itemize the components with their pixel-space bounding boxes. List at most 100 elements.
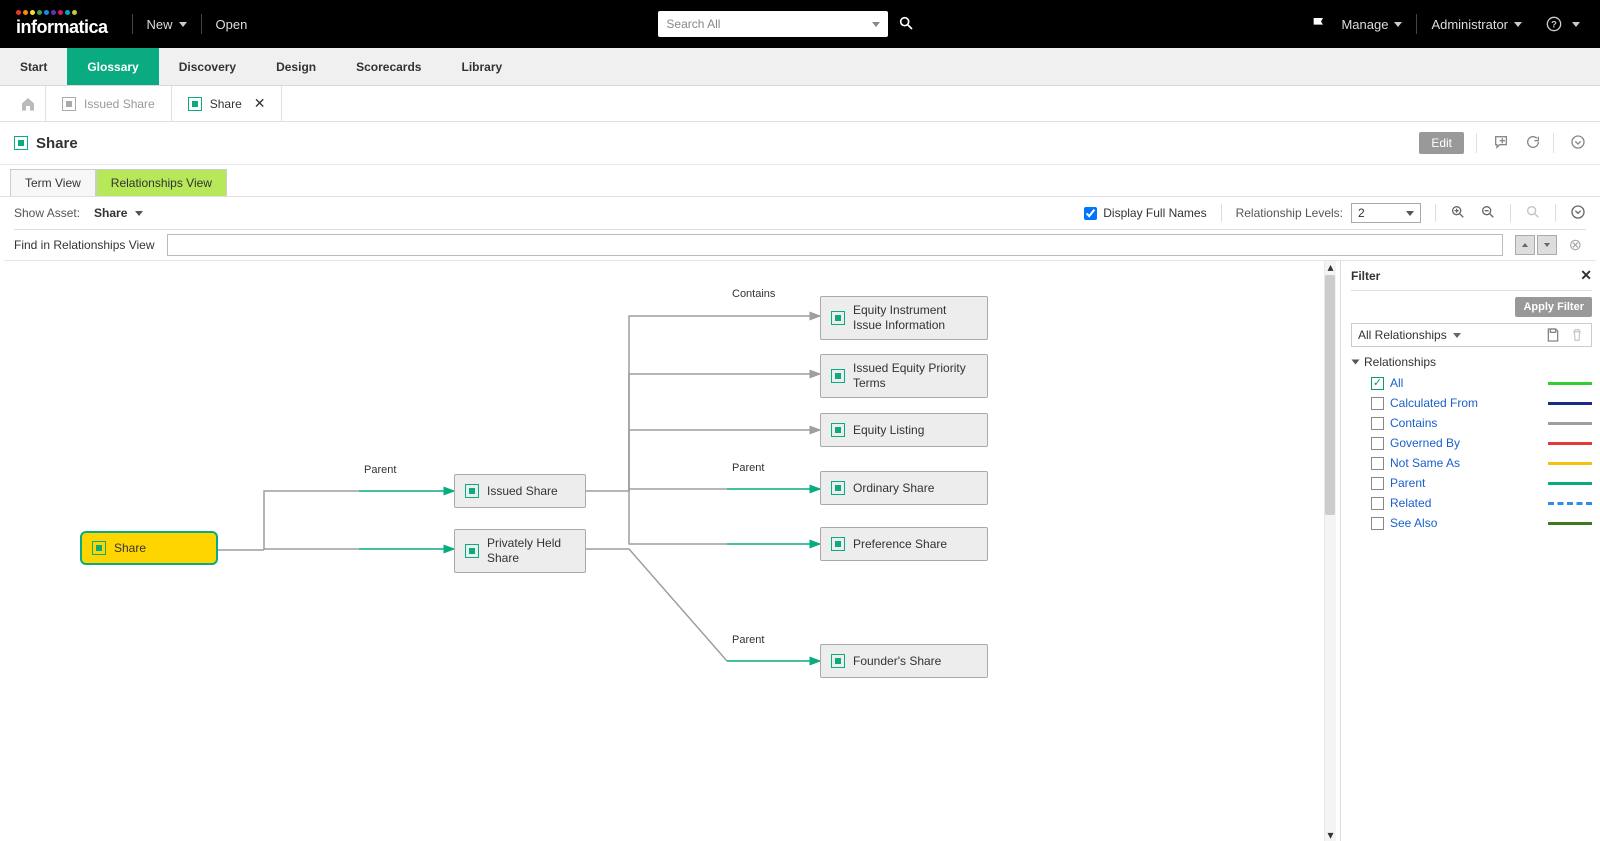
term-icon	[831, 311, 845, 325]
nav-tab-discovery[interactable]: Discovery	[159, 48, 256, 85]
filter-relationship-item[interactable]: Not Same As	[1351, 453, 1592, 473]
page-title: Share	[36, 135, 78, 152]
diagram-node[interactable]: Equity Instrument Issue Information	[820, 296, 988, 340]
filter-item-label: Calculated From	[1390, 396, 1478, 410]
chevron-down-icon	[1514, 22, 1522, 27]
find-clear-icon[interactable]: ⊗	[1569, 235, 1582, 255]
help-icon[interactable]: ?	[1546, 16, 1562, 32]
checkbox[interactable]	[1371, 457, 1384, 470]
color-swatch	[1548, 482, 1592, 485]
search-icon[interactable]	[898, 15, 914, 34]
svg-text:?: ?	[1551, 19, 1557, 29]
filter-relationship-item[interactable]: Calculated From	[1351, 393, 1592, 413]
chevron-down-icon	[1453, 333, 1461, 338]
flag-icon[interactable]	[1311, 16, 1327, 32]
find-input[interactable]	[167, 234, 1503, 256]
checkbox[interactable]	[1371, 517, 1384, 530]
search-placeholder: Search All	[666, 17, 720, 31]
close-icon[interactable]: ✕	[254, 95, 266, 112]
new-label: New	[147, 17, 173, 32]
nav-tab-glossary[interactable]: Glossary	[67, 48, 158, 85]
apply-filter-button[interactable]: Apply Filter	[1515, 297, 1592, 317]
open-label: Open	[216, 17, 248, 32]
diagram-node[interactable]: Share	[80, 531, 218, 565]
manage-menu[interactable]: Manage	[1327, 17, 1416, 32]
crumb-label: Issued Share	[84, 97, 155, 111]
filter-relationship-item[interactable]: Related	[1351, 493, 1592, 513]
delete-icon[interactable]	[1569, 327, 1585, 343]
term-icon	[831, 423, 845, 437]
filter-relationship-item[interactable]: Contains	[1351, 413, 1592, 433]
diagram-node[interactable]: Equity Listing	[820, 413, 988, 447]
color-swatch	[1548, 402, 1592, 405]
filter-tree-label: Relationships	[1364, 355, 1436, 369]
main-area: ▴ ▾ Share Issued Share Privately Held Shar…	[0, 261, 1600, 841]
chevron-down-icon	[135, 211, 143, 216]
display-full-names-label: Display Full Names	[1103, 206, 1206, 220]
checkbox[interactable]	[1371, 417, 1384, 430]
collapse-icon[interactable]	[1570, 134, 1586, 153]
close-icon[interactable]: ✕	[1580, 267, 1592, 284]
chevron-down-icon[interactable]	[1572, 22, 1580, 27]
nav-bar: StartGlossaryDiscoveryDesignScorecardsLi…	[0, 48, 1600, 86]
filter-relationship-item[interactable]: Governed By	[1351, 433, 1592, 453]
term-icon	[465, 484, 479, 498]
save-icon[interactable]	[1545, 327, 1561, 343]
edit-button[interactable]: Edit	[1419, 132, 1464, 154]
diagram-node[interactable]: Preference Share	[820, 527, 988, 561]
term-icon	[831, 654, 845, 668]
filter-item-label: Not Same As	[1390, 456, 1460, 470]
comment-icon[interactable]	[1493, 134, 1509, 153]
nav-tab-start[interactable]: Start	[0, 48, 67, 85]
diagram-node[interactable]: Issued Equity Priority Terms	[820, 354, 988, 398]
filter-tree-head[interactable]: Relationships	[1353, 355, 1592, 369]
diagram-node[interactable]: Issued Share	[454, 474, 586, 508]
export-icon[interactable]	[1570, 204, 1586, 223]
diagram-node[interactable]: Founder's Share	[820, 644, 988, 678]
refresh-icon[interactable]	[1525, 134, 1541, 153]
rel-levels-label: Relationship Levels:	[1236, 206, 1343, 220]
search-input[interactable]: Search All	[658, 11, 888, 37]
view-tab[interactable]: Relationships View	[96, 169, 227, 196]
nav-tab-scorecards[interactable]: Scorecards	[336, 48, 441, 85]
checkbox[interactable]	[1371, 377, 1384, 390]
find-prev-button[interactable]	[1515, 235, 1535, 255]
admin-menu[interactable]: Administrator	[1417, 17, 1536, 32]
term-icon	[92, 541, 106, 555]
crumb-item[interactable]: Share✕	[172, 86, 283, 121]
filter-item-label: Parent	[1390, 476, 1425, 490]
diagram-node[interactable]: Ordinary Share	[820, 471, 988, 505]
color-swatch	[1548, 522, 1592, 525]
asset-select[interactable]: Share	[94, 206, 143, 220]
term-icon	[62, 97, 76, 111]
crumb-item[interactable]: Issued Share	[46, 86, 172, 121]
nav-tab-design[interactable]: Design	[256, 48, 336, 85]
zoom-fit-icon	[1525, 204, 1541, 223]
color-swatch	[1548, 502, 1592, 505]
home-icon[interactable]	[10, 86, 46, 121]
filter-relationship-item[interactable]: All	[1351, 373, 1592, 393]
checkbox[interactable]	[1371, 497, 1384, 510]
checkbox[interactable]	[1371, 477, 1384, 490]
filter-relationship-item[interactable]: Parent	[1351, 473, 1592, 493]
display-full-names-checkbox[interactable]: Display Full Names	[1084, 206, 1206, 220]
node-label: Preference Share	[853, 537, 947, 552]
node-label: Privately Held Share	[487, 536, 575, 566]
checkbox[interactable]	[1371, 397, 1384, 410]
checkbox[interactable]	[1371, 437, 1384, 450]
filter-relationship-item[interactable]: See Also	[1351, 513, 1592, 533]
diagram-canvas[interactable]: ▴ ▾ Share Issued Share Privately Held Shar…	[4, 261, 1336, 841]
find-next-button[interactable]	[1537, 235, 1557, 255]
new-menu[interactable]: New	[133, 17, 201, 32]
scrollbar[interactable]: ▴ ▾	[1324, 261, 1336, 841]
rel-levels-select[interactable]: 2	[1351, 203, 1421, 223]
view-tab[interactable]: Term View	[10, 169, 96, 196]
filter-preset-select[interactable]: All Relationships	[1351, 323, 1592, 347]
zoom-in-icon[interactable]	[1450, 204, 1466, 223]
diagram-node[interactable]: Privately Held Share	[454, 529, 586, 573]
nav-tab-library[interactable]: Library	[441, 48, 522, 85]
zoom-out-icon[interactable]	[1480, 204, 1496, 223]
show-asset-label: Show Asset:	[14, 206, 80, 220]
diagram-toolbar: Show Asset: Share Display Full Names Rel…	[0, 197, 1600, 229]
open-button[interactable]: Open	[202, 17, 262, 32]
